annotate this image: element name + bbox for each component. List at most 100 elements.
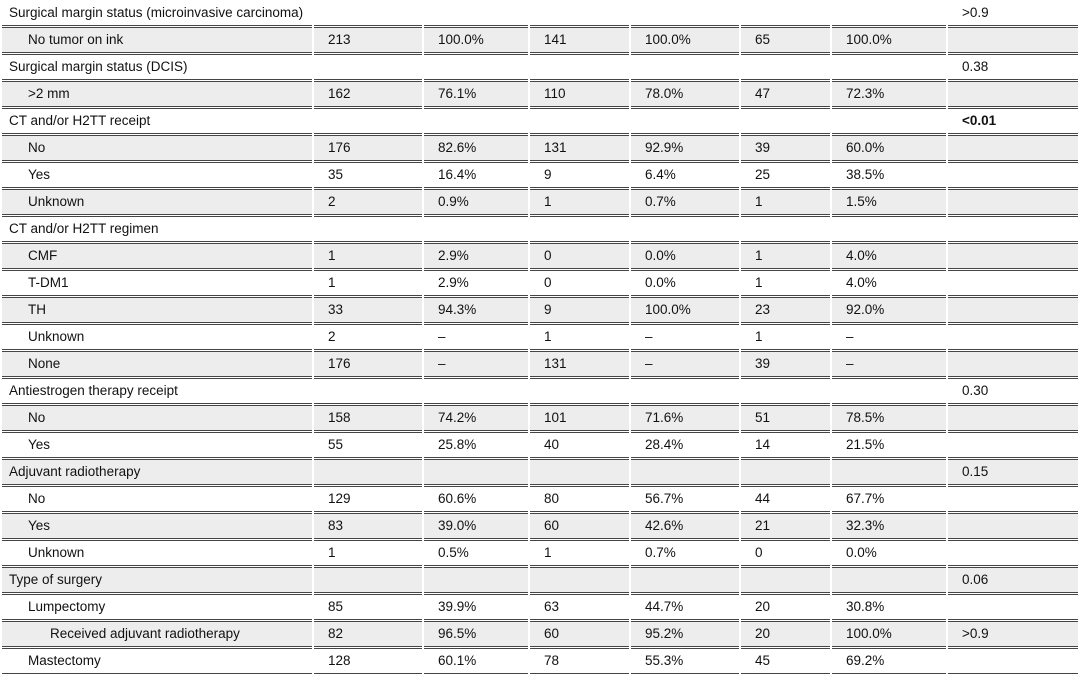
cell-n-group2: 110 <box>530 81 629 107</box>
cell-pct-group1: – <box>424 351 528 377</box>
cell-n-group3: 51 <box>741 405 830 431</box>
cell-pvalue <box>948 27 1078 53</box>
cell-n-group2: 60 <box>530 513 629 539</box>
row-label: Unknown <box>28 545 85 560</box>
row-label: Yes <box>28 518 51 533</box>
table-row: No 158 74.2% 101 71.6% 51 78.5% <box>2 405 1078 431</box>
cell-n-group3 <box>741 459 830 485</box>
cell-pvalue: 0.15 <box>948 459 1078 485</box>
cell-label: No <box>2 405 312 431</box>
cell-label: CMF <box>2 243 312 269</box>
cell-label: Yes <box>2 162 312 188</box>
cell-pct-group1: 0.9% <box>424 189 528 215</box>
cell-pct-group1: 100.0% <box>424 27 528 53</box>
row-label: Unknown <box>28 329 85 344</box>
cell-pct-group3: – <box>832 324 946 350</box>
cell-n-group3: 65 <box>741 27 830 53</box>
cell-pct-group3: – <box>832 351 946 377</box>
table-row: Yes 35 16.4% 9 6.4% 25 38.5% <box>2 162 1078 188</box>
cell-label: Mastectomy <box>2 648 312 674</box>
table-row: Antiestrogen therapy receipt 0.30 <box>2 378 1078 404</box>
cell-pct-group2: – <box>631 324 739 350</box>
cell-n-group1: 162 <box>314 81 422 107</box>
cell-pct-group1 <box>424 378 528 404</box>
cell-n-group2: 101 <box>530 405 629 431</box>
cell-n-group2 <box>530 378 629 404</box>
cell-label: Unknown <box>2 324 312 350</box>
cell-pct-group2 <box>631 459 739 485</box>
cell-pct-group1 <box>424 216 528 242</box>
cell-n-group1: 2 <box>314 189 422 215</box>
table-row: TH 33 94.3% 9 100.0% 23 92.0% <box>2 297 1078 323</box>
cell-n-group2 <box>530 459 629 485</box>
cell-pct-group1: 60.6% <box>424 486 528 512</box>
cell-pct-group3: 21.5% <box>832 432 946 458</box>
table-row: Unknown 2 0.9% 1 0.7% 1 1.5% <box>2 189 1078 215</box>
row-label: Received adjuvant radiotherapy <box>50 626 240 641</box>
table-row: Unknown 2 – 1 – 1 – <box>2 324 1078 350</box>
cell-n-group2: 60 <box>530 621 629 647</box>
cell-pct-group2: 44.7% <box>631 594 739 620</box>
cell-n-group1: 2 <box>314 324 422 350</box>
cell-n-group1: 83 <box>314 513 422 539</box>
cell-label: Antiestrogen therapy receipt <box>2 378 312 404</box>
cell-pvalue: <0.01 <box>948 108 1078 134</box>
cell-pct-group2: 78.0% <box>631 81 739 107</box>
row-label: >2 mm <box>28 86 70 101</box>
cell-n-group3: 21 <box>741 513 830 539</box>
table-row: Type of surgery 0.06 <box>2 567 1078 593</box>
cell-pvalue <box>948 540 1078 566</box>
cell-n-group1: 158 <box>314 405 422 431</box>
cell-pvalue <box>948 594 1078 620</box>
cell-pvalue: >0.9 <box>948 1 1078 26</box>
cell-n-group3: 1 <box>741 243 830 269</box>
cell-pct-group3 <box>832 567 946 593</box>
cell-pct-group2: 0.0% <box>631 270 739 296</box>
cell-pct-group3: 32.3% <box>832 513 946 539</box>
cell-pct-group2: 0.7% <box>631 189 739 215</box>
cell-label: Unknown <box>2 540 312 566</box>
cell-pvalue: >0.9 <box>948 621 1078 647</box>
cell-pct-group3: 1.5% <box>832 189 946 215</box>
cell-n-group1 <box>314 216 422 242</box>
cell-pvalue <box>948 297 1078 323</box>
cell-n-group1: 129 <box>314 486 422 512</box>
table-row: CMF 1 2.9% 0 0.0% 1 4.0% <box>2 243 1078 269</box>
cell-n-group2: 1 <box>530 189 629 215</box>
cell-pvalue <box>948 189 1078 215</box>
cell-pct-group2 <box>631 567 739 593</box>
table-row: No 129 60.6% 80 56.7% 44 67.7% <box>2 486 1078 512</box>
cell-n-group1: 213 <box>314 27 422 53</box>
cell-n-group3 <box>741 216 830 242</box>
cell-label: Type of surgery <box>2 567 312 593</box>
cell-label: Yes <box>2 432 312 458</box>
cell-pct-group2: – <box>631 351 739 377</box>
cell-n-group3: 45 <box>741 648 830 674</box>
row-label: Surgical margin status (microinvasive ca… <box>9 5 304 20</box>
cell-pct-group3 <box>832 378 946 404</box>
cell-pct-group2 <box>631 378 739 404</box>
row-label: No tumor on ink <box>28 32 124 47</box>
row-label: No <box>28 491 46 506</box>
cell-n-group3: 20 <box>741 621 830 647</box>
row-label: CT and/or H2TT regimen <box>9 221 159 236</box>
table-row: CT and/or H2TT receipt <0.01 <box>2 108 1078 134</box>
cell-label: T-DM1 <box>2 270 312 296</box>
table-row: Received adjuvant radiotherapy 82 96.5% … <box>2 621 1078 647</box>
cell-pct-group3: 69.2% <box>832 648 946 674</box>
cell-pct-group2: 6.4% <box>631 162 739 188</box>
cell-pvalue <box>948 135 1078 161</box>
cell-pct-group1 <box>424 567 528 593</box>
cell-pct-group3: 72.3% <box>832 81 946 107</box>
row-label: Mastectomy <box>28 653 101 668</box>
cell-n-group3: 44 <box>741 486 830 512</box>
cell-pct-group3: 38.5% <box>832 162 946 188</box>
cell-label: No <box>2 486 312 512</box>
row-label: Yes <box>28 437 51 452</box>
cell-pvalue: 0.30 <box>948 378 1078 404</box>
cell-pct-group2: 55.3% <box>631 648 739 674</box>
cell-n-group2: 80 <box>530 486 629 512</box>
cell-n-group3: 47 <box>741 81 830 107</box>
table-row: CT and/or H2TT regimen <box>2 216 1078 242</box>
